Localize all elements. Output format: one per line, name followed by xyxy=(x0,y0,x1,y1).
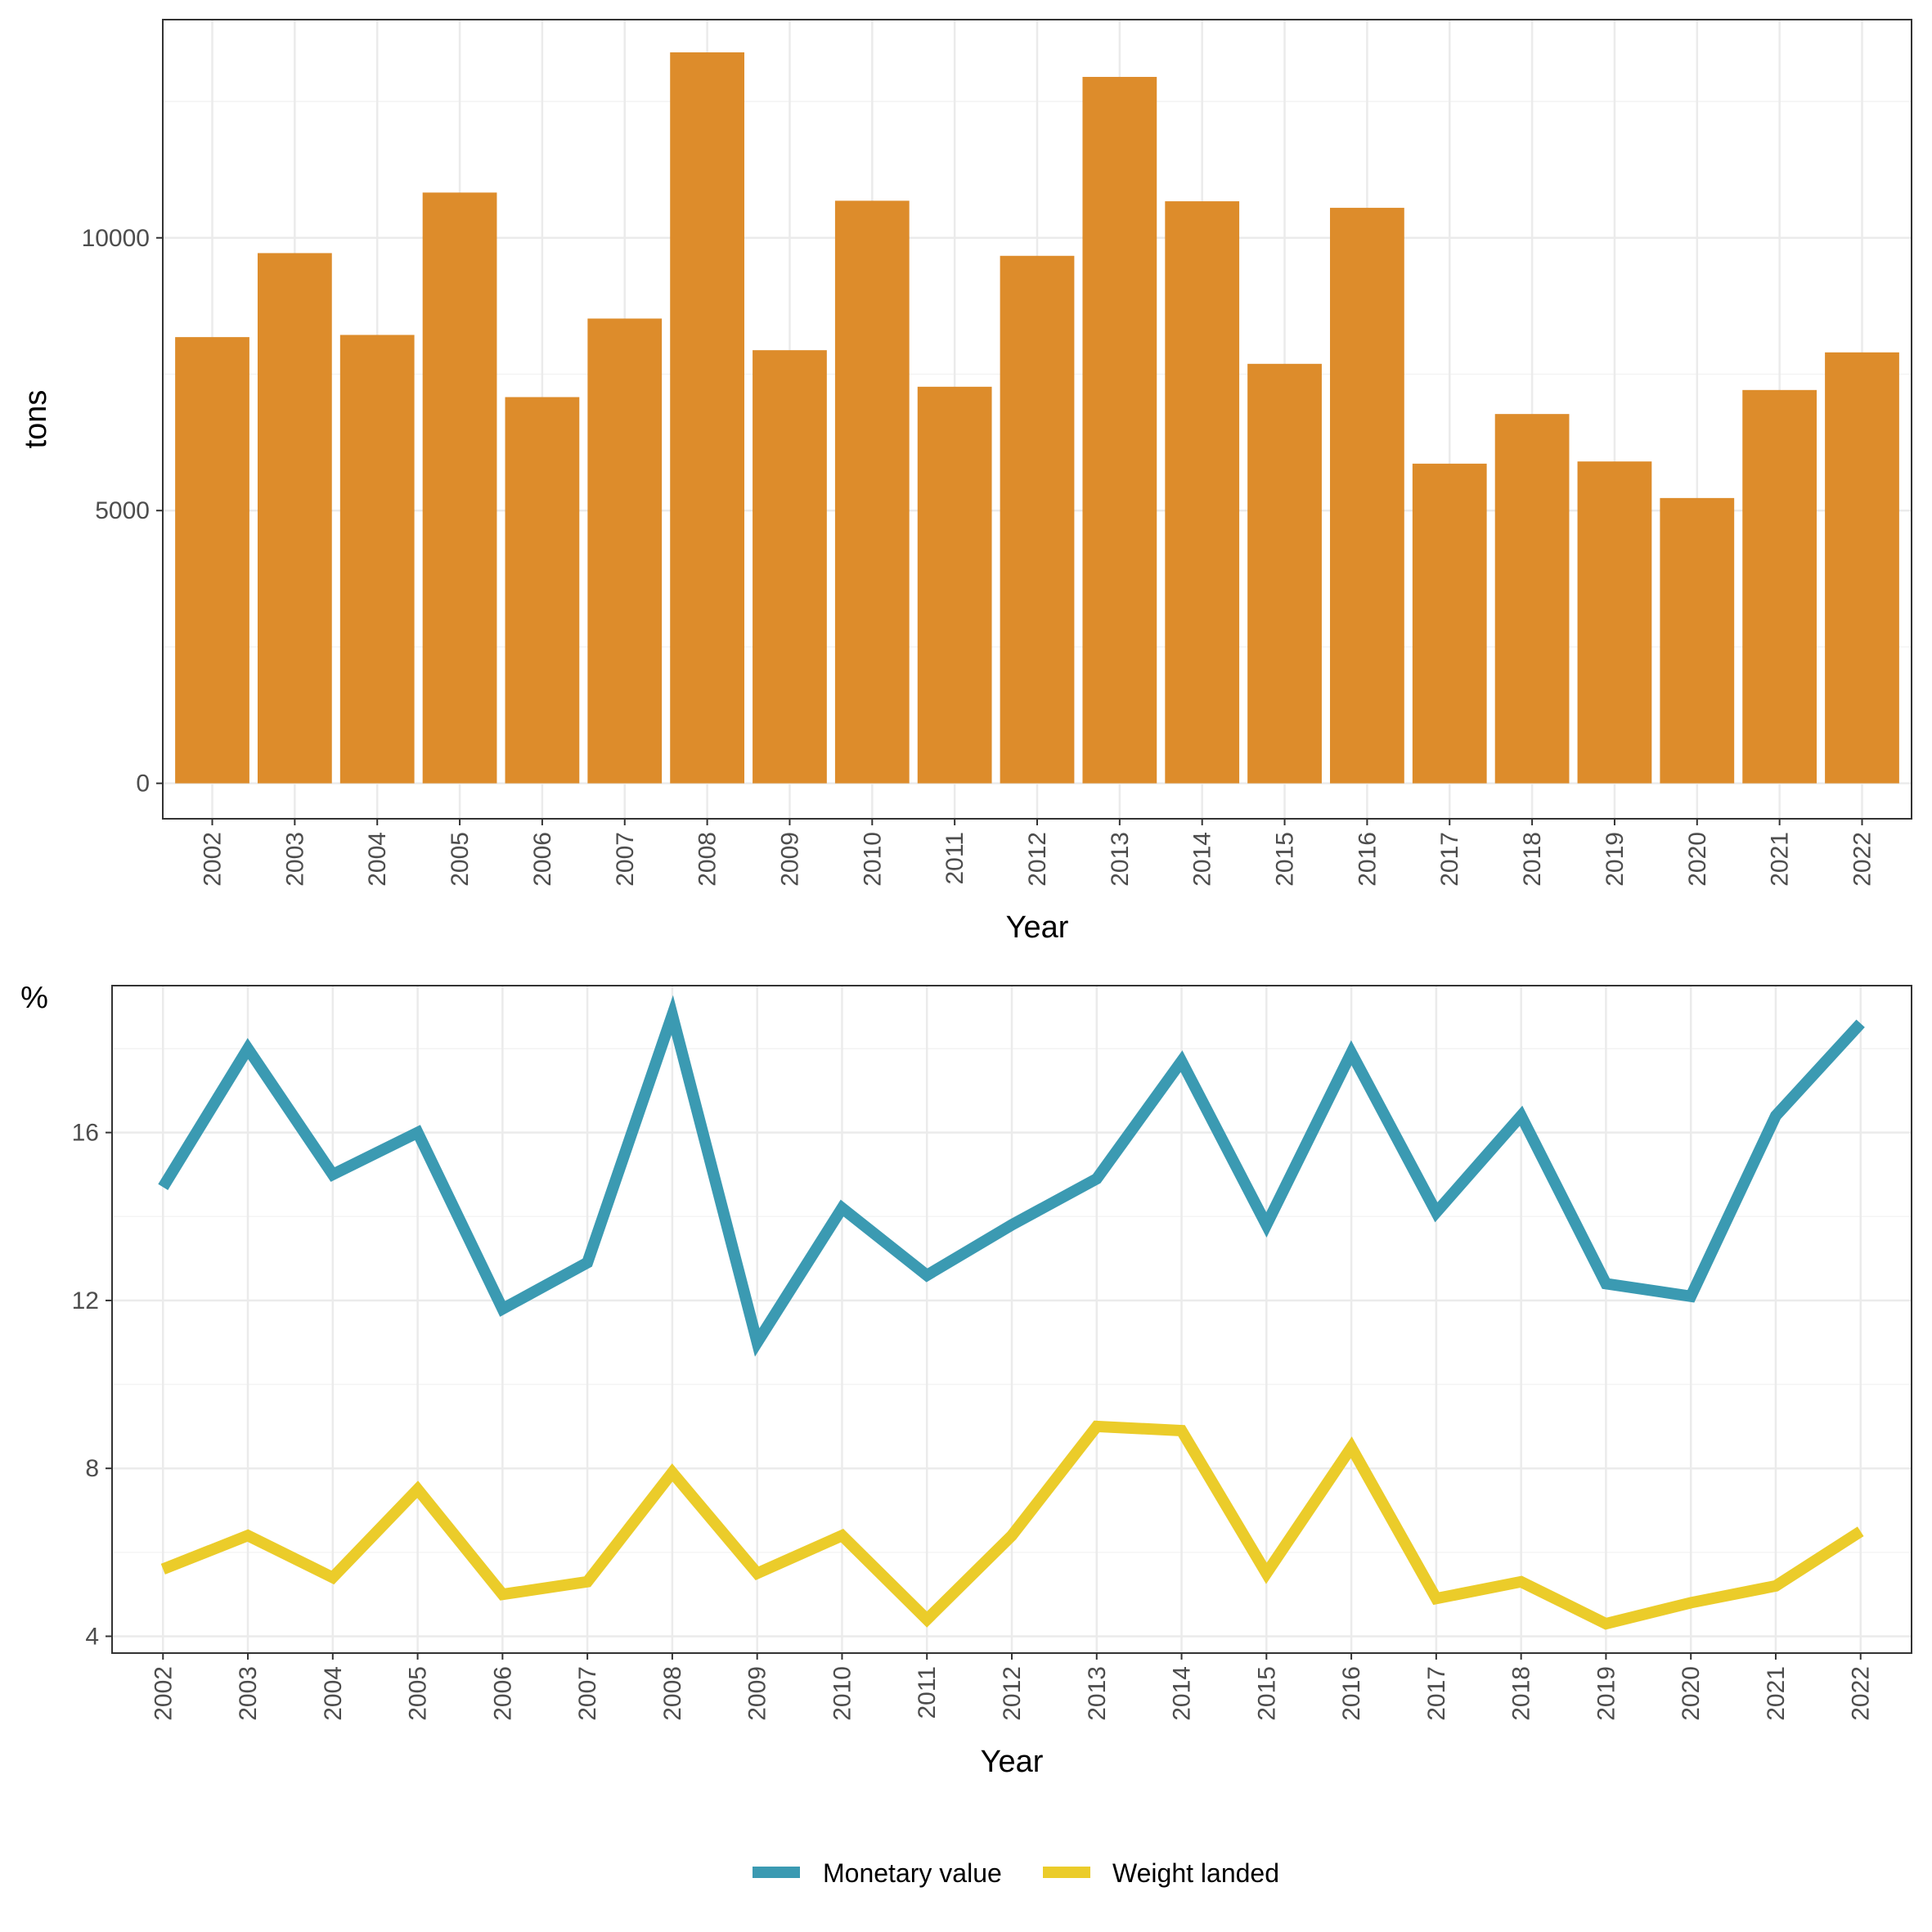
bar-chart-x-tick-label: 2013 xyxy=(1107,832,1134,887)
line-chart-x-tick-label: 2015 xyxy=(1253,1666,1280,1721)
line-chart-y-tick-label: 12 xyxy=(72,1287,99,1314)
bar-chart-x-tick-label: 2018 xyxy=(1519,832,1546,887)
bar-2014 xyxy=(1165,201,1240,784)
line-chart-y-tick-label: 16 xyxy=(72,1120,99,1147)
legend-label-monetary-value: Monetary value xyxy=(823,1858,1002,1888)
bar-chart-x-tick-label: 2007 xyxy=(612,832,639,887)
line-chart-x-axis-title: Year xyxy=(981,1745,1044,1779)
line-chart-x-tick-label: 2017 xyxy=(1423,1666,1450,1721)
bar-2004 xyxy=(339,335,415,784)
bar-2010 xyxy=(834,200,910,784)
bar-2017 xyxy=(1412,463,1487,784)
line-chart-x-tick-label: 2014 xyxy=(1169,1666,1196,1721)
bar-2007 xyxy=(587,318,663,784)
bar-chart-bars xyxy=(175,52,1899,784)
bar-chart-x-tick-label: 2011 xyxy=(941,832,968,885)
bar-2019 xyxy=(1577,461,1652,784)
line-chart-y-tick-label: 4 xyxy=(85,1623,99,1650)
line-chart-x-tick-label: 2007 xyxy=(574,1666,601,1721)
series-line-weight-landed xyxy=(160,1420,1864,1630)
bar-chart-x-tick-label: 2014 xyxy=(1189,832,1216,887)
line-chart-x-tick-label: 2013 xyxy=(1084,1666,1111,1721)
line-chart-x-tick-label: 2022 xyxy=(1848,1666,1875,1721)
bar-2011 xyxy=(917,386,992,784)
line-chart-x-tick-label: 2010 xyxy=(829,1666,856,1721)
legend-label-weight-landed: Weight landed xyxy=(1112,1858,1279,1888)
line-chart-x-tick-label: 2004 xyxy=(320,1666,347,1721)
bar-chart-x-tick-label: 2008 xyxy=(694,832,721,887)
bar-chart-y-tick-label: 10000 xyxy=(82,225,150,252)
line-chart-x-tick-label: 2012 xyxy=(999,1666,1026,1721)
bar-chart-x-tick-label: 2015 xyxy=(1272,832,1299,887)
bar-chart-x-tick-label: 2006 xyxy=(529,832,556,887)
line-chart-x-tick-label: 2009 xyxy=(744,1666,771,1721)
line-chart-x-tick-label: 2016 xyxy=(1338,1666,1365,1721)
bar-2008 xyxy=(670,52,744,784)
bar-chart-x-ticks: 2002 2003 2004 2005 2006 2007 2008 2009 2010 2011… xyxy=(200,819,1876,887)
bar-2003 xyxy=(257,253,332,784)
bar-2002 xyxy=(175,337,249,784)
bar-chart-x-tick-label: 2022 xyxy=(1849,832,1876,887)
line-chart-x-tick-label: 2011 xyxy=(914,1666,941,1719)
bar-chart-x-tick-label: 2009 xyxy=(776,832,803,887)
bar-2020 xyxy=(1660,497,1735,784)
bar-2021 xyxy=(1742,389,1817,784)
bar-2022 xyxy=(1825,352,1899,784)
bar-2016 xyxy=(1330,208,1404,784)
bar-chart-y-tick-label: 0 xyxy=(136,771,150,798)
line-chart-gridlines xyxy=(112,986,1912,1653)
bar-chart-y-ticks: 0 5000 10000 xyxy=(82,225,163,798)
line-chart-series xyxy=(158,995,1865,1630)
bar-chart-x-tick-label: 2020 xyxy=(1684,832,1711,887)
line-chart-x-tick-label: 2002 xyxy=(150,1666,177,1721)
bar-chart-x-tick-label: 2005 xyxy=(447,832,474,887)
bar-chart-y-tick-label: 5000 xyxy=(95,497,150,524)
line-chart-x-tick-label: 2019 xyxy=(1593,1666,1620,1721)
line-chart-x-tick-label: 2005 xyxy=(405,1666,432,1721)
series-line-monetary-value xyxy=(158,995,1865,1357)
line-chart-y-tick-label: 8 xyxy=(85,1455,99,1482)
bar-chart-x-tick-label: 2016 xyxy=(1354,832,1381,887)
bar-chart-x-tick-label: 2002 xyxy=(200,832,227,887)
line-chart-x-tick-label: 2003 xyxy=(235,1666,262,1721)
line-chart-x-tick-label: 2006 xyxy=(489,1666,516,1721)
bar-chart-x-tick-label: 2004 xyxy=(364,832,391,887)
bar-chart-x-tick-label: 2012 xyxy=(1024,832,1051,887)
line-chart-x-tick-label: 2021 xyxy=(1763,1666,1790,1721)
line-chart-y-ticks: 4 8 12 16 xyxy=(72,1120,112,1650)
bar-2005 xyxy=(422,192,497,784)
bar-2009 xyxy=(753,350,827,784)
bar-2012 xyxy=(1000,255,1075,784)
line-chart-x-tick-label: 2018 xyxy=(1508,1666,1535,1721)
bar-chart-x-tick-label: 2019 xyxy=(1602,832,1629,887)
bar-chart-y-axis-title: tons xyxy=(19,390,53,449)
bar-chart-x-axis-title: Year xyxy=(1006,910,1069,945)
bar-chart-x-tick-label: 2021 xyxy=(1767,832,1794,887)
line-chart-x-ticks: 2002 2003 2004 2005 2006 2007 2008 2009 2010 2011… xyxy=(150,1653,1875,1721)
bar-chart-x-tick-label: 2010 xyxy=(859,832,886,887)
line-chart-y-axis-title: % xyxy=(20,981,48,1015)
bar-chart-x-tick-label: 2017 xyxy=(1436,832,1463,887)
bar-2013 xyxy=(1082,77,1157,784)
legend: Monetary value Weight landed xyxy=(753,1858,1279,1888)
line-chart-x-tick-label: 2008 xyxy=(659,1666,686,1721)
bar-2018 xyxy=(1494,414,1570,784)
line-chart-x-tick-label: 2020 xyxy=(1678,1666,1705,1721)
bar-chart-x-tick-label: 2003 xyxy=(281,832,308,887)
bar-2015 xyxy=(1247,363,1322,784)
bar-2006 xyxy=(505,397,580,784)
